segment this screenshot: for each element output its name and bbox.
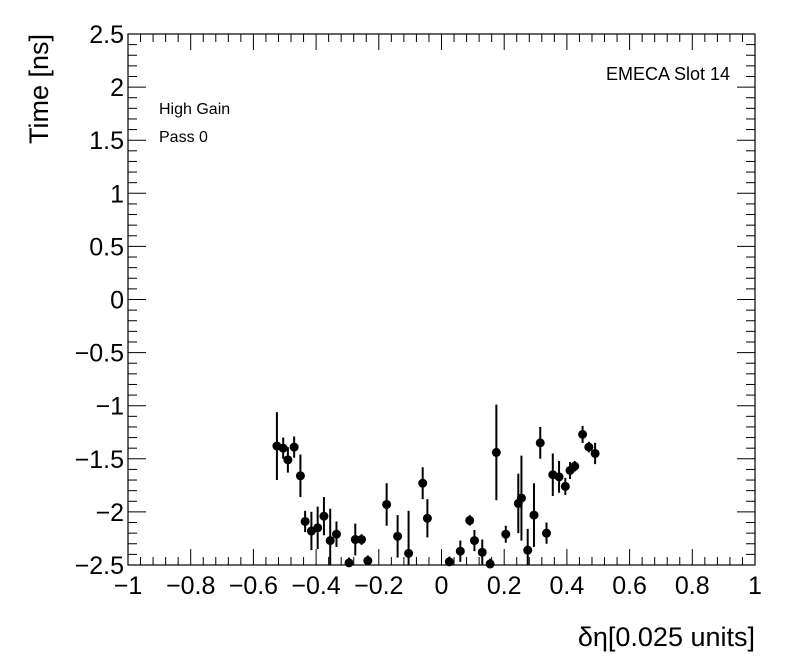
- data-point: [465, 515, 475, 525]
- data-point: [300, 516, 310, 526]
- y-tick-label: 1: [110, 180, 124, 208]
- data-point: [331, 529, 341, 539]
- x-tick-label: −0.4: [291, 572, 340, 600]
- data-point: [418, 478, 428, 488]
- slot-label: EMECA Slot 14: [606, 64, 730, 84]
- x-tick-label: −0.2: [354, 572, 403, 600]
- data-point: [363, 556, 373, 566]
- data-point: [455, 546, 465, 556]
- data-point: [584, 442, 594, 452]
- data-point: [319, 511, 329, 521]
- data-point: [350, 535, 360, 545]
- data-point: [523, 545, 533, 555]
- y-tick-label: 0: [110, 287, 124, 315]
- data-point: [485, 559, 495, 569]
- y-tick-label: −1: [95, 393, 124, 421]
- data-point: [278, 443, 288, 453]
- data-point: [469, 536, 479, 546]
- data-point: [491, 447, 501, 457]
- data-point: [357, 535, 367, 545]
- data-point: [542, 528, 552, 538]
- gain-label: High Gain: [159, 101, 230, 118]
- data-point: [554, 472, 564, 482]
- data-point: [393, 531, 403, 541]
- x-tick-label: 0: [435, 572, 449, 600]
- x-tick-label: −0.8: [166, 572, 215, 600]
- y-tick-label: 0.5: [89, 233, 124, 261]
- y-tick-label: −1.5: [75, 446, 124, 474]
- data-point: [535, 438, 545, 448]
- data-point: [560, 481, 570, 491]
- y-tick-label: −0.5: [75, 340, 124, 368]
- data-point: [590, 448, 600, 458]
- data-point: [422, 513, 432, 523]
- data-point: [516, 493, 526, 503]
- y-tick-label: 2.5: [89, 21, 124, 49]
- data-point: [283, 455, 293, 465]
- data-point: [289, 442, 299, 452]
- x-tick-label: 0.8: [675, 572, 710, 600]
- data-point: [501, 529, 511, 539]
- x-tick-label: −0.6: [229, 572, 278, 600]
- y-tick-label: −2: [95, 499, 124, 527]
- tick-labels: −1 −0.8 −0.6 −0.4 −0.2 0 0.2 0.4 0.6 0.8 1 −2.5 −2 −1…: [75, 21, 762, 600]
- y-axis-title: Time [ns]: [24, 34, 54, 144]
- y-tick-label: −2.5: [75, 552, 124, 580]
- x-tick-label: 1: [748, 572, 762, 600]
- axis-ticks: [127, 33, 756, 566]
- data-point: [382, 499, 392, 509]
- x-axis-title: δη[0.025 units]: [578, 622, 755, 652]
- x-tick-label: 0.4: [550, 572, 585, 600]
- data-point: [444, 557, 454, 567]
- x-tick-label: 0.2: [487, 572, 522, 600]
- data-point: [344, 558, 354, 568]
- data-point: [529, 510, 539, 520]
- data-point: [404, 548, 414, 558]
- pass-label: Pass 0: [159, 129, 208, 146]
- data-point: [295, 471, 305, 481]
- data-point: [325, 536, 335, 546]
- data-point: [313, 523, 323, 533]
- data-points: [272, 404, 600, 569]
- data-point: [578, 429, 588, 439]
- x-tick-label: −1: [114, 572, 143, 600]
- y-tick-label: 2: [110, 74, 124, 102]
- y-tick-label: 1.5: [89, 127, 124, 155]
- data-point: [570, 461, 580, 471]
- data-point: [477, 547, 487, 557]
- x-tick-label: 0.6: [612, 572, 647, 600]
